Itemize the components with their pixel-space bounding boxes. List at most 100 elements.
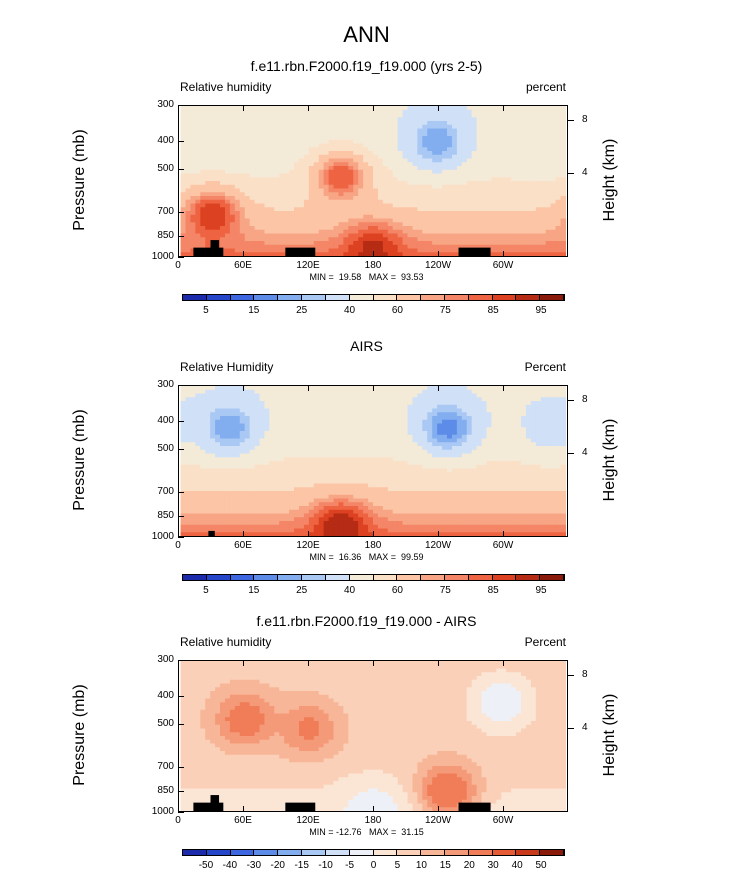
contour-cell: [555, 136, 562, 141]
contour-cell: [239, 491, 246, 496]
contour-cell: [254, 106, 261, 111]
x-tick-label: 60W: [492, 260, 514, 271]
contour-cell: [190, 506, 196, 511]
y-tick-label: 700: [157, 205, 174, 217]
contour-cell: [313, 468, 320, 473]
contour-cell: [298, 199, 305, 205]
contour-cell: [274, 184, 280, 190]
contour-cell: [294, 188, 300, 193]
contour-cell: [348, 397, 354, 402]
contour-cell: [259, 162, 266, 167]
contour-cell: [289, 464, 295, 470]
contour-cell: [249, 158, 256, 163]
contour-cell: [215, 498, 221, 503]
contour-cell: [244, 132, 251, 137]
contour-cell: [392, 517, 399, 522]
contour-cell: [239, 457, 246, 462]
contour-cell: [200, 169, 206, 175]
contour-cell: [323, 218, 330, 223]
contour-cell: [476, 136, 483, 141]
contour-cell: [308, 502, 315, 507]
contour-cell: [279, 196, 285, 201]
contour-cell: [195, 468, 201, 473]
contour-cell: [239, 233, 246, 238]
contour-cell: [427, 188, 433, 193]
contour-cell: [294, 483, 300, 488]
contour-cell: [476, 237, 483, 242]
contour-cell: [323, 162, 330, 167]
contour-cell: [328, 397, 335, 402]
colorbar-swatch: [373, 295, 398, 300]
contour-cell: [476, 226, 483, 231]
contour-cell: [417, 218, 423, 223]
contour-cell: [373, 401, 379, 406]
contour-cell: [220, 532, 226, 536]
contour-cell: [185, 226, 192, 231]
contour-cell: [220, 423, 226, 428]
contour-cell: [313, 218, 320, 223]
contour-cell: [180, 233, 187, 238]
contour-cell: [560, 128, 567, 133]
contour-cell: [328, 386, 335, 391]
contour-cell: [259, 509, 266, 515]
contour-cell: [294, 241, 300, 246]
contour-cell: [244, 416, 251, 421]
contour-cell: [185, 158, 192, 163]
contour-cell: [220, 404, 226, 410]
contour-cell: [368, 494, 374, 500]
contour-cell: [185, 476, 192, 481]
contour-cell: [387, 214, 394, 220]
contour-cell: [387, 226, 394, 231]
contour-cell: [205, 442, 211, 447]
contour-cell: [269, 457, 275, 462]
contour-cell: [264, 248, 270, 253]
contour-cell: [210, 427, 216, 432]
contour-cell: [234, 226, 241, 231]
contour-cell: [308, 106, 315, 111]
contour-cell: [555, 211, 562, 216]
contour-cell: [486, 132, 493, 137]
contour-cell: [303, 479, 310, 485]
contour-cell: [353, 453, 359, 458]
contour-cell: [259, 498, 266, 503]
contour-cell: [397, 416, 404, 421]
contour-cell: [373, 483, 379, 488]
contour-cell: [215, 476, 221, 481]
contour-cell: [343, 513, 349, 518]
contour-cell: [279, 117, 285, 122]
contour-cell: [210, 147, 216, 152]
contour-cell: [328, 177, 335, 182]
contour-cell: [338, 491, 344, 496]
contour-cell: [338, 196, 344, 201]
contour-cell: [392, 446, 399, 451]
contour-cell: [491, 177, 497, 182]
contour-cell: [437, 139, 443, 145]
contour-cell: [560, 166, 567, 171]
contour-cell: [269, 169, 275, 175]
contour-cell: [506, 109, 512, 115]
contour-cell: [343, 169, 349, 175]
contour-cell: [333, 393, 340, 398]
contour-cell: [234, 128, 241, 133]
contour-cell: [343, 404, 349, 410]
contour-cell: [210, 468, 216, 473]
contour-cell: [377, 177, 384, 182]
contour-cell: [353, 121, 359, 126]
contour-cell: [516, 241, 522, 246]
contour-cell: [338, 173, 344, 178]
contour-cell: [373, 386, 379, 391]
contour-cell: [432, 203, 438, 208]
contour-cell: [348, 464, 354, 470]
contour-cell: [373, 151, 379, 156]
contour-cell: [190, 226, 196, 231]
contour-cell: [313, 472, 320, 477]
contour-cell: [397, 386, 404, 391]
contour-cell: [323, 203, 330, 208]
contour-cell: [185, 517, 192, 522]
contour-cell: [417, 244, 423, 250]
contour-cell: [491, 241, 497, 246]
contour-cell: [303, 184, 310, 190]
contour-cell: [506, 162, 512, 167]
contour-cell: [333, 169, 340, 175]
contour-cell: [412, 124, 418, 130]
